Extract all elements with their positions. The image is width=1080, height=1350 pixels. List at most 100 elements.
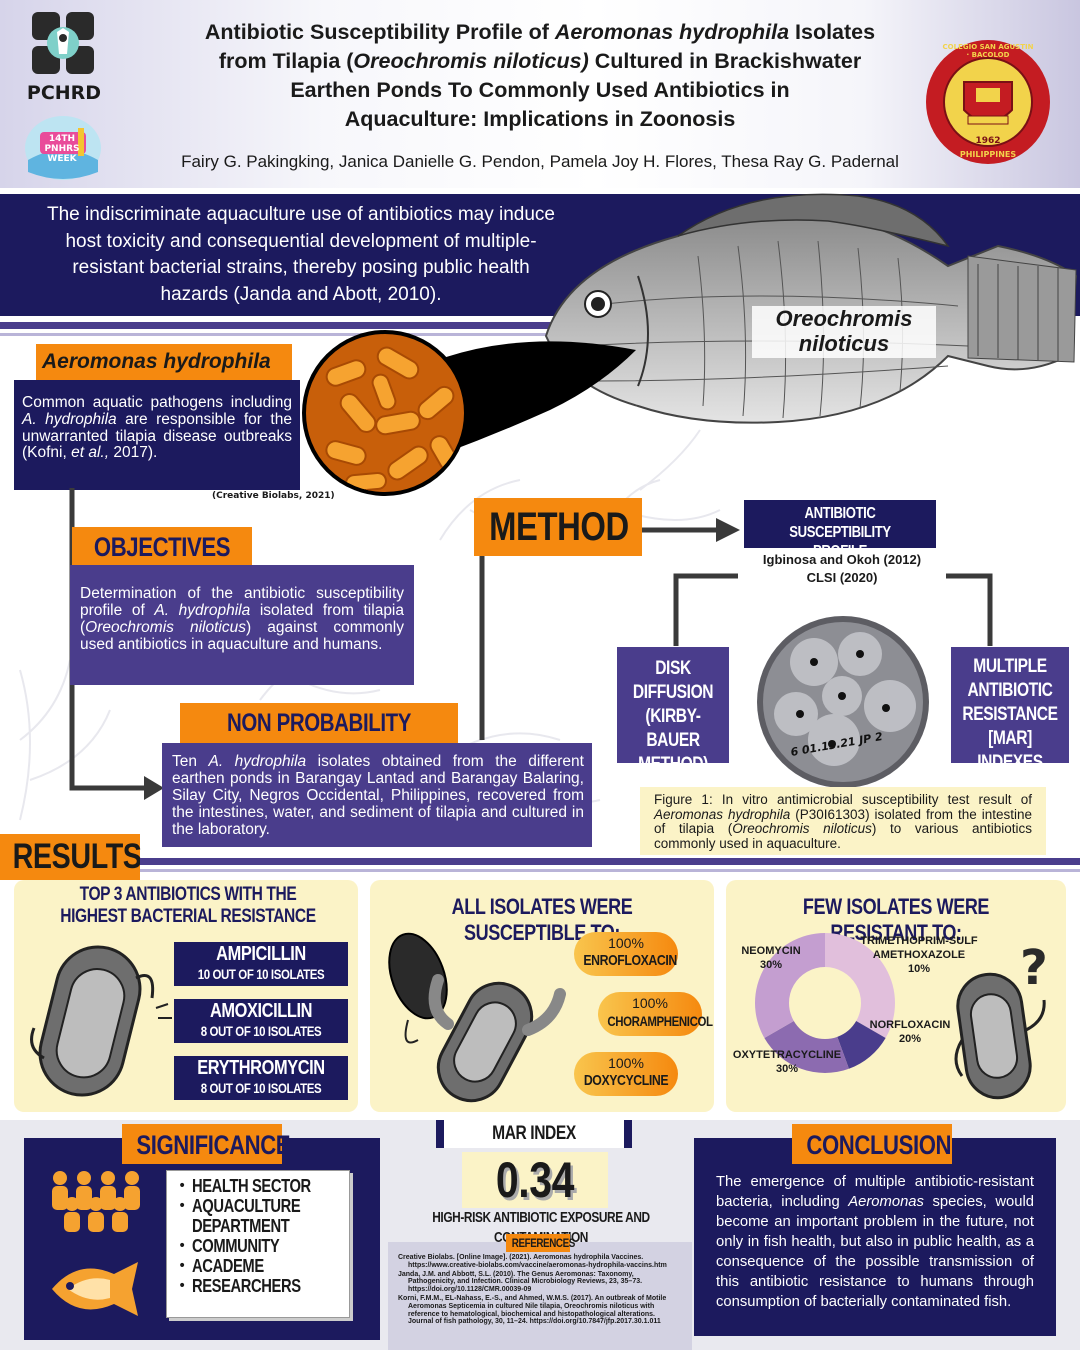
figure-caption: Figure 1: In vitro antimicrobial suscept…: [640, 787, 1046, 855]
title-line-4: Aquaculture: Implications in Zoonosis: [344, 107, 736, 131]
sampling-title: NON PROBABILITY SAMPLING: [180, 703, 458, 777]
profile-ref-2: CLSI (2020): [806, 570, 878, 585]
conclusion-text: The emergence of multiple antibiotic-res…: [716, 1174, 1034, 1310]
donut-label-neomycin: NEOMYCIN 30%: [736, 944, 806, 972]
references-panel: [388, 1242, 692, 1350]
susceptible-item-3: 100% DOXYCYCLINE: [574, 1052, 678, 1096]
donut-label-norfloxacin-value: 20%: [898, 1033, 922, 1045]
seal-year: 1962: [975, 136, 1001, 146]
donut-label-tmp-smx-value: 10%: [907, 963, 931, 975]
seal-bottom-text: PHILIPPINES: [959, 150, 1017, 159]
confused-capsule-illustration: ?: [954, 940, 1048, 1100]
intro-separator: [0, 322, 620, 329]
susceptible-item-1-name: ENROFLOXACIN: [583, 952, 677, 969]
reference-2: Janda, J.M. and Abbott, S.L. (2010). The…: [398, 1270, 643, 1294]
top3-item-2-name: AMOXICILLIN: [209, 1000, 313, 1022]
image-credit: (Creative Biolabs, 2021): [212, 491, 335, 501]
mar-index-box: MULTIPLE ANTIBIOTIC RESISTANCE [MAR] IND…: [951, 647, 1069, 773]
aeromonas-title: Aeromonas hydrophila: [36, 344, 292, 380]
donut-label-tmp-smx-name: TRIMETHOPRIM-SULFAMETHOXAZOLE: [860, 935, 978, 961]
top3-item-1-detail: 10 OUT OF 10 ISOLATES: [197, 966, 325, 982]
authors: Fairy G. Pakingking, Janica Danielle G. …: [181, 152, 899, 171]
top3-title: TOP 3 ANTIBIOTICS WITH THE HIGHEST BACTE…: [24, 884, 352, 928]
donut-slice-2: [837, 1021, 886, 1069]
donut-slice-1: [825, 933, 895, 1038]
pchrd-label: PCHRD: [26, 82, 102, 104]
significance-title: SIGNIFICANCE: [122, 1124, 291, 1164]
significance-item-5: • RESEARCHERS: [178, 1276, 301, 1296]
susceptible-item-3-name: DOXYCYCLINE: [583, 1072, 669, 1089]
susceptible-item-1-pct: 100%: [608, 935, 644, 951]
conclusion-title-text: CONCLUSION: [806, 1130, 952, 1160]
top3-item-2-detail: 8 OUT OF 10 ISOLATES: [200, 1023, 322, 1039]
results-separator-thin: [140, 869, 1080, 872]
pnhrs-logo: 14TH PNHRS WEEK: [20, 110, 106, 186]
mar-average-value-box: 0.34: [462, 1152, 608, 1208]
conclusion-panel: [694, 1138, 1056, 1336]
significance-item-3: • COMMUNITY: [178, 1236, 280, 1256]
top3-item-2: AMOXICILLIN 8 OUT OF 10 ISOLATES: [174, 999, 348, 1043]
significance-item-4: • ACADEME: [178, 1256, 264, 1276]
significance-item-1: • HEALTH SECTOR: [178, 1176, 311, 1196]
objectives-panel: Determination of the antibiotic suscepti…: [70, 565, 414, 685]
resistance-donut-chart: [755, 933, 895, 1073]
fish-label: Oreochromis niloticus: [752, 306, 936, 358]
donut-label-neomycin-name: NEOMYCIN: [741, 945, 801, 957]
sampling-panel: Ten A. hydrophila isolates obtained from…: [162, 743, 592, 847]
donut-label-oxytetracycline-value: 30%: [775, 1063, 799, 1075]
susceptible-item-2-pct: 100%: [632, 995, 668, 1011]
susceptibility-profile-title: ANTIBIOTIC SUSCEPTIBILITY PROFILE: [744, 500, 936, 560]
donut-slice-3: [764, 1021, 849, 1073]
susceptibility-profile-refs: Igbinosa and Okoh (2012) CLSI (2020): [744, 551, 940, 587]
susceptible-item-1: 100% ENROFLOXACIN: [574, 932, 678, 976]
conclusion-title: CONCLUSION: [792, 1124, 952, 1164]
objectives-title-text: OBJECTIVES: [93, 532, 231, 562]
results-title-text: RESULTS: [12, 837, 142, 876]
objectives-title: OBJECTIVES: [72, 527, 252, 565]
mar-average-title: MAR INDEX AVERAGE:: [436, 1120, 632, 1172]
college-seal: 1962 COLEGIO SAN AGUSTIN · BACOLOD PHILI…: [924, 38, 1052, 166]
intro-separator-thin: [0, 333, 620, 336]
title-line-2: from Tilapia (Oreochromis niloticus) Cul…: [218, 49, 862, 73]
strong-capsule-illustration: [388, 932, 566, 1103]
susceptible-item-3-pct: 100%: [608, 1055, 644, 1071]
top3-item-1-name: AMPICILLIN: [216, 943, 306, 965]
page-title: Antibiotic Susceptibility Profile of Aer…: [148, 18, 932, 134]
references-title: REFERENCES: [506, 1234, 575, 1252]
donut-label-tmp-smx: TRIMETHOPRIM-SULFAMETHOXAZOLE 10%: [852, 934, 986, 976]
top3-item-3: ERYTHROMYCIN 8 OUT OF 10 ISOLATES: [174, 1056, 348, 1100]
petri-dish: [757, 616, 929, 788]
intro-text: The indiscriminate aquaculture use of an…: [47, 204, 555, 305]
worried-capsule-illustration: [30, 945, 172, 1097]
reference-1: Creative Biolabs. [Online Image]. (2021)…: [398, 1254, 667, 1269]
pnhrs-label: 14TH PNHRS WEEK: [44, 134, 80, 164]
title-line-3: Earthen Ponds To Commonly Used Antibioti…: [290, 78, 790, 102]
references-list: Creative Biolabs. [Online Image]. (2021)…: [398, 1254, 682, 1326]
significance-list: • HEALTH SECTOR • AQUACULTURE DEPARTMENT •…: [178, 1176, 354, 1296]
reference-3: Korni, F.M.M., EL-Nahass, E.-S., and Ahm…: [398, 1294, 667, 1326]
top3-item-3-name: ERYTHROMYCIN: [197, 1057, 325, 1079]
method-connector: [479, 518, 993, 740]
fish-label-line2: niloticus: [798, 331, 890, 356]
susceptible-item-2: 100% CHORAMPHENICOL: [598, 992, 713, 1036]
seal-top-text: COLEGIO SAN AGUSTIN · BACOLOD: [942, 43, 1034, 59]
mar-average-value: 0.34: [495, 1152, 575, 1208]
donut-label-oxytetracycline-name: OXYTETRACYCLINE: [732, 1049, 842, 1061]
donut-label-neomycin-value: 30%: [759, 959, 783, 971]
resistant-title-text: FEW ISOLATES WERE RESISTANT TO:: [802, 894, 990, 945]
results-title: RESULTS: [0, 834, 142, 880]
results-separator: [140, 858, 1080, 865]
method-title-text: METHOD: [489, 505, 629, 549]
bacteria-image: [302, 330, 468, 496]
disk-diffusion-box: DISK DIFFUSION (KIRBY-BAUER METHOD): [617, 647, 729, 775]
resistant-title: FEW ISOLATES WERE RESISTANT TO:: [730, 894, 1062, 946]
donut-label-norfloxacin: NORFLOXACIN 20%: [862, 1018, 958, 1046]
svg-text:?: ?: [1020, 940, 1048, 996]
significance-title-text: SIGNIFICANCE: [136, 1130, 291, 1160]
significance-item-2: • AQUACULTURE DEPARTMENT: [178, 1196, 301, 1236]
susceptibility-profile-title-text: ANTIBIOTIC SUSCEPTIBILITY PROFILE: [789, 505, 891, 560]
significance-list-paper: [166, 1170, 350, 1318]
donut-label-oxytetracycline: OXYTETRACYCLINE 30%: [728, 1048, 846, 1076]
fish-label-line1: Oreochromis: [775, 306, 913, 331]
top3-item-1: AMPICILLIN 10 OUT OF 10 ISOLATES: [174, 942, 348, 986]
